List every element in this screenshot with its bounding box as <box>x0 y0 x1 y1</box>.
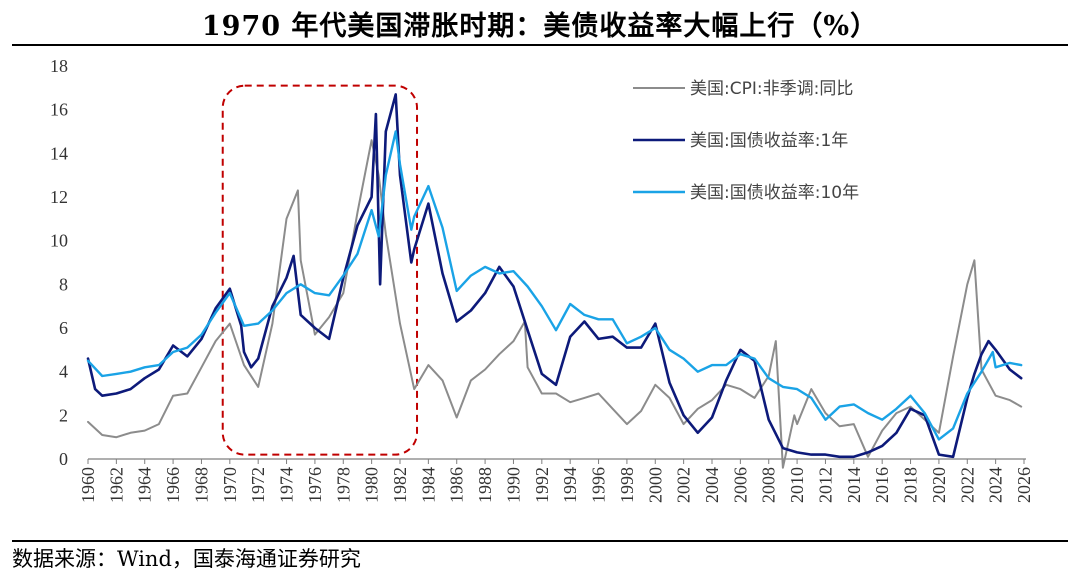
x-tick-label: 2000 <box>645 467 665 503</box>
x-tick-label: 1996 <box>589 467 609 503</box>
bottom-rule <box>12 540 1068 542</box>
x-tick-label: 1976 <box>305 467 325 503</box>
x-tick-label: 2016 <box>872 467 892 503</box>
x-tick-label: 1972 <box>248 467 268 503</box>
x-tick-label: 1968 <box>191 467 211 503</box>
y-tick-label: 18 <box>50 56 68 76</box>
x-tick-label: 1994 <box>560 467 580 503</box>
x-tick-label: 2006 <box>730 467 750 503</box>
x-tick-label: 1978 <box>333 467 353 503</box>
x-tick-label: 1964 <box>135 467 155 503</box>
y-tick-label: 12 <box>50 187 68 207</box>
source-note: 数据来源：Wind，国泰海通证券研究 <box>12 547 361 571</box>
x-tick-label: 1982 <box>390 467 410 503</box>
series-line-2 <box>86 93 1023 459</box>
y-tick-label: 6 <box>59 318 68 338</box>
x-tick-label: 2008 <box>759 467 779 503</box>
y-tick-label: 10 <box>50 231 68 251</box>
x-tick-label: 2002 <box>674 467 694 503</box>
x-tick-label: 1988 <box>475 467 495 503</box>
x-tick-label: 1998 <box>617 467 637 503</box>
series-lines <box>86 93 1023 469</box>
x-tick-label: 2014 <box>844 467 864 503</box>
y-tick-label: 14 <box>50 143 68 163</box>
chart-title: 1970 年代美国滞胀时期：美债收益率大幅上行（%） <box>201 11 879 42</box>
x-tick-label: 2004 <box>702 467 722 503</box>
x-tick-label: 1974 <box>277 467 297 503</box>
x-tick-label: 1966 <box>163 467 183 503</box>
x-tick-label: 1990 <box>503 467 523 503</box>
highlight-box <box>221 84 419 456</box>
y-tick-label: 2 <box>59 405 68 425</box>
x-tick-label: 1980 <box>362 467 382 503</box>
x-tick-label: 2022 <box>957 467 977 503</box>
x-tick-label: 1970 <box>220 467 240 503</box>
y-tick-label: 16 <box>50 100 68 120</box>
x-tick-label: 1986 <box>447 467 467 503</box>
x-tick-label: 2018 <box>901 467 921 503</box>
legend-label-2: 美国:国债收益率:1年 <box>690 131 848 151</box>
y-tick-label: 8 <box>59 274 68 294</box>
y-tick-label: 4 <box>59 362 68 382</box>
x-tick-label: 2010 <box>787 467 807 503</box>
x-tick-label: 1962 <box>106 467 126 503</box>
top-rule <box>12 44 1068 46</box>
axes: 0 2 4 6 8 10 12 14 16 18 1960 1962 1964 1966 1968 1970 1… <box>50 56 1034 503</box>
highlight-box-layer <box>221 84 419 456</box>
legend-label-1: 美国:CPI:非季调:同比 <box>690 79 853 99</box>
series-line-3 <box>86 130 1023 441</box>
x-tick-label: 1992 <box>532 467 552 503</box>
x-tick-label: 1984 <box>418 467 438 503</box>
x-tick-label: 2020 <box>929 467 949 503</box>
line-chart: 0 2 4 6 8 10 12 14 16 18 1960 1962 1964 1966 1968 1970 1… <box>50 56 1034 503</box>
x-tick-label: 1960 <box>78 467 98 503</box>
x-tick-label: 2012 <box>815 467 835 503</box>
series-line-1 <box>87 139 1023 469</box>
legend-label-3: 美国:国债收益率:10年 <box>690 183 859 203</box>
x-tick-label: 2024 <box>986 467 1006 503</box>
x-tick-label: 2026 <box>1014 467 1034 503</box>
y-tick-label: 0 <box>59 449 68 469</box>
